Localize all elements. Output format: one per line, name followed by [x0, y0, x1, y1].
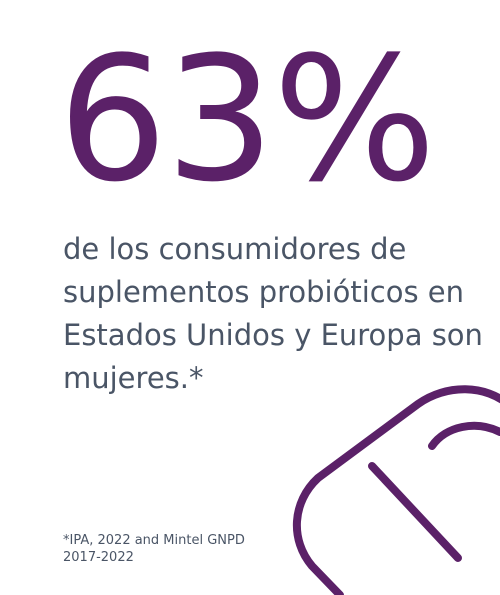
capsule-divider	[368, 462, 462, 562]
footnote-years: 2017-2022	[63, 550, 134, 565]
capsule-outline	[292, 385, 500, 595]
description-text: de los consumidores de suplementos probi…	[63, 232, 483, 395]
footnote: *IPA, 2022 and Mintel GNPD 2017-2022	[63, 532, 303, 566]
capsule-highlight	[428, 421, 500, 450]
footnote-source: *IPA, 2022 and Mintel GNPD	[63, 533, 245, 548]
headline-stat: 63%	[58, 19, 436, 220]
